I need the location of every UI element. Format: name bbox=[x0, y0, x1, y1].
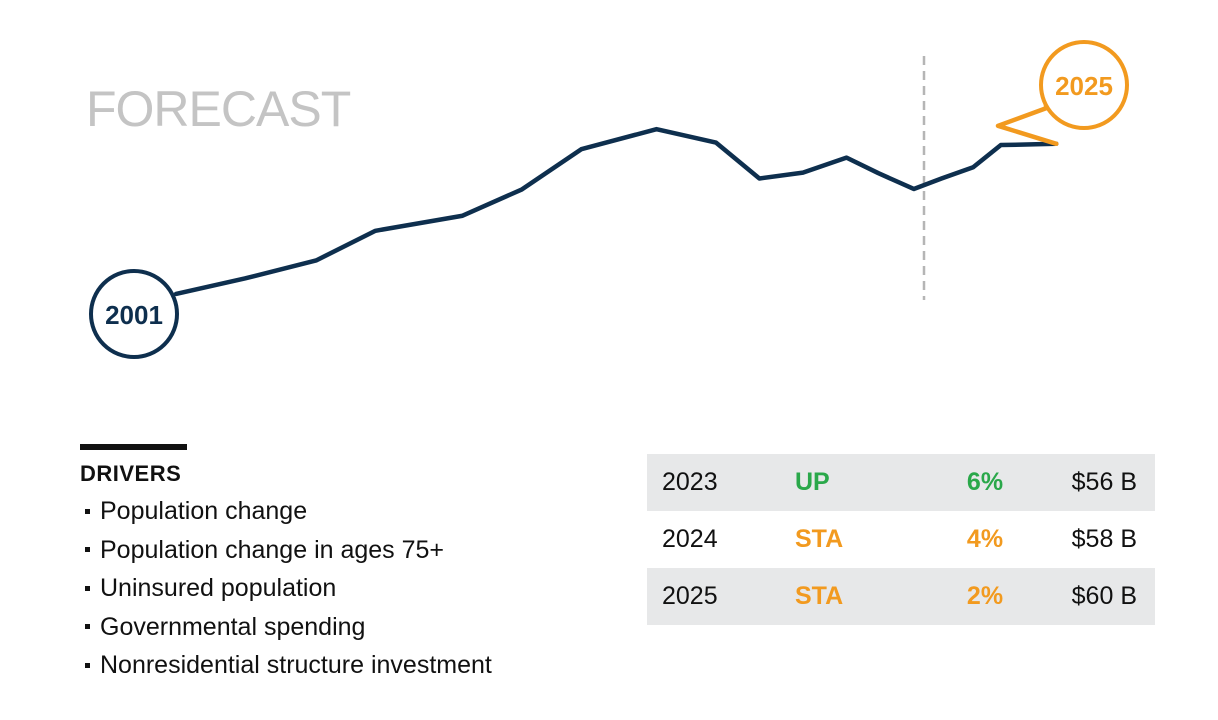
forecast-summary-table: 2023 UP 6% $56 B 2024 STA 4% $58 B 2025 … bbox=[647, 454, 1155, 625]
driver-item-label: Nonresidential structure investment bbox=[100, 651, 492, 679]
bullet-icon bbox=[85, 585, 90, 591]
driver-item-label: Governmental spending bbox=[100, 612, 366, 641]
end-year-label: 2025 bbox=[1055, 71, 1113, 101]
percent-cell: 6% bbox=[925, 454, 1045, 511]
driver-item: Uninsured population bbox=[80, 569, 600, 608]
drivers-list: Population change Population change in a… bbox=[80, 492, 600, 685]
driver-item-label: Uninsured population bbox=[100, 574, 337, 602]
value-cell: $58 B bbox=[1071, 525, 1137, 553]
data-points-layer bbox=[175, 100, 1057, 294]
bullet-icon bbox=[85, 508, 90, 514]
percent-cell: 4% bbox=[966, 525, 1004, 553]
driver-item: Population change bbox=[80, 492, 600, 531]
year-cell: 2025 bbox=[647, 568, 795, 625]
bullet-icon bbox=[85, 547, 90, 553]
drivers-accent-bar bbox=[80, 444, 187, 450]
table-row: 2024 STA 4% $58 B bbox=[647, 511, 1155, 568]
chart-title: FORECAST bbox=[86, 81, 351, 137]
table-row: 2023 UP 6% $56 B bbox=[647, 454, 1155, 511]
year-cell: 2024 bbox=[662, 525, 718, 553]
history-series-line bbox=[173, 126, 1059, 297]
value-cell: $56 B bbox=[1045, 454, 1155, 511]
drivers-section: DRIVERS Population change Population cha… bbox=[80, 444, 600, 685]
start-year-circle bbox=[89, 269, 179, 359]
start-year-label: 2001 bbox=[105, 300, 163, 330]
year-cell: 2023 bbox=[647, 454, 795, 511]
end-year-circle bbox=[1039, 40, 1129, 130]
driver-item: Nonresidential structure investment bbox=[80, 646, 600, 685]
percent-cell: 2% bbox=[925, 568, 1045, 625]
driver-item-label: Population change bbox=[100, 497, 308, 525]
bullet-icon bbox=[85, 624, 90, 630]
drivers-heading: DRIVERS bbox=[80, 461, 182, 486]
trend-cell: STA bbox=[795, 525, 844, 553]
trend-cell: STA bbox=[795, 568, 925, 625]
driver-item-label: Population change in ages 75+ bbox=[100, 535, 445, 564]
forecast-chart: 2001 2025 bbox=[89, 40, 1129, 359]
trend-cell: UP bbox=[795, 454, 925, 511]
driver-item: Governmental spending bbox=[80, 608, 600, 647]
value-cell: $60 B bbox=[1045, 568, 1155, 625]
table-row: 2025 STA 2% $60 B bbox=[647, 568, 1155, 625]
bullet-icon bbox=[85, 662, 90, 668]
driver-item: Population change in ages 75+ bbox=[80, 531, 600, 570]
